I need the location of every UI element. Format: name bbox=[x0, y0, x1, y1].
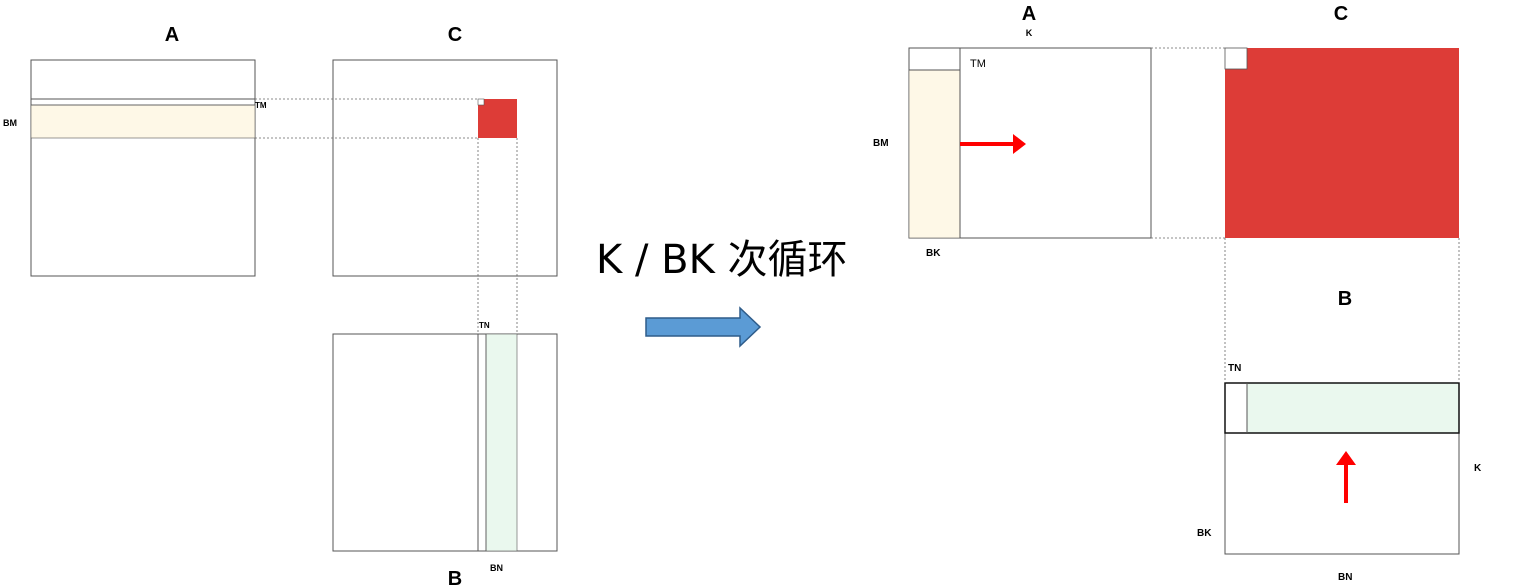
left-label-bn: BN bbox=[490, 563, 503, 573]
left-matrix-c bbox=[332, 59, 558, 277]
right-b-title: B bbox=[1338, 288, 1352, 310]
left-b-bn-strip bbox=[485, 333, 518, 552]
right-label-tm: TM bbox=[970, 58, 986, 70]
right-label-bm: BM bbox=[873, 138, 889, 149]
right-label-tn: TN bbox=[1228, 363, 1241, 374]
left-matrix-b bbox=[332, 333, 558, 552]
right-c-block bbox=[1225, 48, 1459, 238]
right-c-title: C bbox=[1334, 3, 1348, 25]
left-b-title: B bbox=[448, 568, 462, 588]
left-matrix-a bbox=[30, 59, 256, 277]
right-a-title: A bbox=[1022, 3, 1036, 25]
left-c-title: C bbox=[448, 24, 462, 46]
left-panel: A C B BM TM TN BN bbox=[3, 24, 558, 588]
right-label-bk-b: BK bbox=[1197, 528, 1212, 539]
left-label-tn: TN bbox=[479, 321, 490, 330]
right-label-k-b: K bbox=[1474, 463, 1482, 474]
loop-caption: K / BK 次循环 bbox=[596, 237, 848, 283]
right-c-thread-cell bbox=[1224, 47, 1248, 70]
left-a-title: A bbox=[165, 24, 179, 46]
left-c-thread-cell bbox=[477, 98, 485, 106]
left-a-bm-strip bbox=[30, 104, 256, 139]
right-b-bk-strip bbox=[1247, 383, 1459, 433]
right-label-k-top: K bbox=[1026, 28, 1033, 38]
left-label-bm: BM bbox=[3, 118, 17, 128]
right-b-bk-strip-border bbox=[1224, 382, 1460, 434]
right-guide-lines bbox=[1151, 47, 1460, 383]
middle-transition: K / BK 次循环 bbox=[596, 237, 848, 348]
left-guide-lines bbox=[255, 98, 518, 334]
left-label-tm: TM bbox=[255, 101, 267, 110]
right-label-bn: BN bbox=[1338, 572, 1352, 583]
left-c-block bbox=[478, 99, 517, 138]
right-panel: A C B K TM BM BK TN K BK BN bbox=[873, 3, 1482, 583]
red-arrow-right-icon bbox=[960, 134, 1026, 154]
red-arrow-up-icon bbox=[1336, 451, 1356, 503]
right-a-bk-strip bbox=[908, 69, 961, 239]
blue-arrow-icon bbox=[645, 306, 762, 348]
right-label-bk-a: BK bbox=[926, 248, 941, 259]
